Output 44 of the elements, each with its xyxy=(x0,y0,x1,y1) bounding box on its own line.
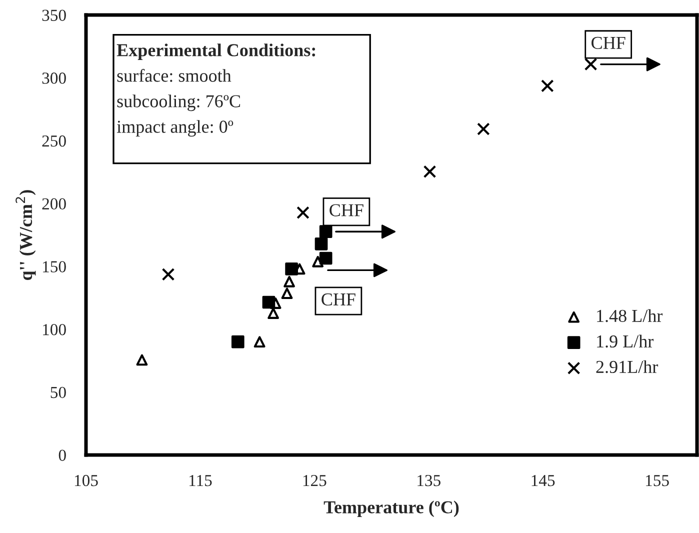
point xyxy=(423,165,436,178)
x-tick-label: 135 xyxy=(418,474,440,486)
annotation: surface: smooth xyxy=(117,68,232,82)
annotation: Experimental Conditions: xyxy=(116,44,316,60)
point xyxy=(314,238,328,250)
annotation: subcooling: 76ºC xyxy=(117,94,240,112)
annotation: impact angle: 0º xyxy=(116,120,234,137)
point xyxy=(296,206,310,220)
point xyxy=(540,79,554,92)
point xyxy=(584,58,598,71)
legend-label: 2.91L/hr xyxy=(596,360,658,374)
point xyxy=(268,308,279,320)
x-tick-label: 125 xyxy=(303,474,326,486)
y-tick-label: 150 xyxy=(43,261,66,272)
point xyxy=(262,296,276,309)
point xyxy=(319,225,332,238)
annotation: CHF xyxy=(592,36,626,49)
x-tick-label: 155 xyxy=(646,475,669,486)
legend-label: 1.9 L/hr xyxy=(597,334,654,348)
annotation: CHF xyxy=(330,204,364,216)
point xyxy=(319,252,332,265)
y-tick-label: 350 xyxy=(42,10,66,21)
point xyxy=(284,276,295,288)
point xyxy=(281,288,293,300)
y-tick-label: 200 xyxy=(42,198,66,210)
point xyxy=(136,354,148,366)
point xyxy=(312,256,324,268)
point xyxy=(254,336,266,348)
y-axis-title: q'' (W/cm$^{2}$) xyxy=(16,190,36,280)
point xyxy=(285,262,298,276)
legend-label: 1.48 L/hr xyxy=(597,309,663,322)
x-tick-label: 145 xyxy=(532,475,555,486)
point xyxy=(162,268,175,281)
x-axis-title: Temperature (ºC) xyxy=(324,500,459,518)
y-tick-label: 50 xyxy=(50,386,66,398)
point xyxy=(231,335,244,348)
x-tick-label: 105 xyxy=(74,474,98,486)
y-tick-label: 0 xyxy=(58,450,66,461)
y-tick-label: 100 xyxy=(43,324,66,336)
x-tick-label: 115 xyxy=(189,475,212,486)
y-tick-label: 300 xyxy=(42,72,66,84)
point xyxy=(477,122,490,136)
y-tick-label: 250 xyxy=(42,135,66,147)
annotation: CHF xyxy=(322,293,356,306)
